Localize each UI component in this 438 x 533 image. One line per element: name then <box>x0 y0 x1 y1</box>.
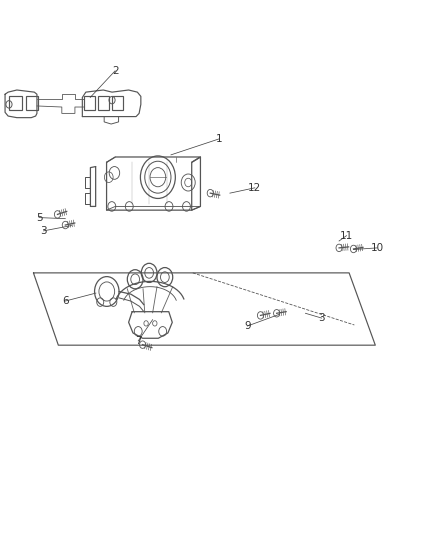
Text: 6: 6 <box>62 296 69 306</box>
Text: 9: 9 <box>244 321 251 331</box>
Text: 1: 1 <box>215 134 223 144</box>
Text: 3: 3 <box>40 226 47 236</box>
Text: 11: 11 <box>340 231 353 241</box>
Text: 5: 5 <box>36 213 42 223</box>
Text: 10: 10 <box>371 243 384 253</box>
Text: 7: 7 <box>135 336 141 346</box>
Text: 2: 2 <box>112 66 118 76</box>
Text: 3: 3 <box>318 313 325 323</box>
Text: 12: 12 <box>248 183 261 193</box>
